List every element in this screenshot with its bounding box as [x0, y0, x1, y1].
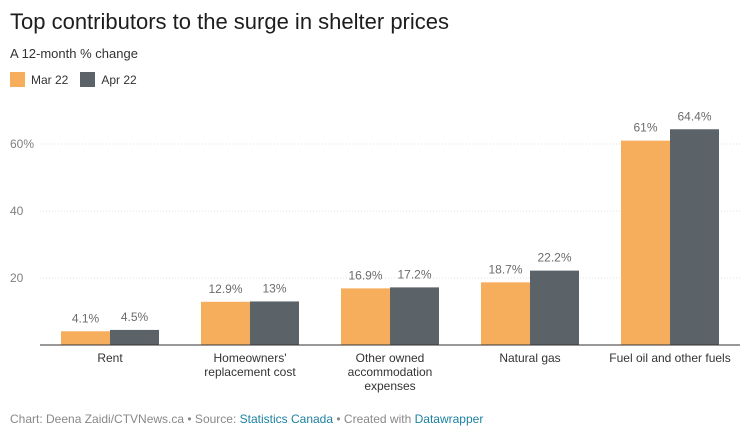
footer-credits: Chart: Deena Zaidi/CTVNews.ca • Source: …: [10, 412, 483, 426]
legend-label-mar: Mar 22: [31, 72, 69, 87]
x-tick-label: accommodation: [348, 365, 433, 379]
x-tick-label: Homeowners': [214, 351, 287, 365]
bar: [621, 140, 670, 345]
data-label: 64.4%: [677, 109, 711, 123]
chart-title: Top contributors to the surge in shelter…: [10, 9, 450, 34]
bar: [390, 287, 439, 345]
bar: [250, 301, 299, 345]
data-label: 22.2%: [537, 251, 571, 265]
x-tick-label: expenses: [364, 379, 415, 393]
x-tick-label: Other owned: [356, 351, 425, 365]
x-tick-label: replacement cost: [204, 365, 296, 379]
data-label: 13%: [262, 281, 286, 295]
y-tick-label: 60%: [10, 137, 34, 151]
y-tick-label: 20: [10, 271, 24, 285]
legend-swatch-apr: [80, 72, 96, 87]
x-tick-label: Fuel oil and other fuels: [609, 351, 730, 365]
legend-item-mar: Mar 22: [10, 72, 68, 87]
footer-prefix: Chart: Deena Zaidi/CTVNews.ca • Source:: [10, 412, 237, 426]
bar: [61, 331, 110, 345]
bar: [670, 129, 719, 345]
data-label: 12.9%: [208, 282, 242, 296]
source-link[interactable]: Statistics Canada: [239, 412, 334, 426]
data-label: 4.1%: [72, 311, 100, 325]
data-label: 61%: [633, 121, 657, 135]
datawrapper-link[interactable]: Datawrapper: [414, 412, 484, 426]
data-label: 17.2%: [397, 267, 431, 281]
legend-item-apr: Apr 22: [80, 72, 137, 87]
bar: [110, 329, 159, 345]
bar-chart: 20 40 60% 4.1% 4.5% Rent 12.9% 13% Homeowners're…: [10, 109, 740, 393]
legend-swatch-mar: [10, 72, 25, 87]
legend: Mar 22 Apr 22: [10, 72, 149, 87]
legend-label-apr: Apr 22: [101, 72, 137, 87]
y-tick-label: 40: [10, 204, 24, 218]
x-tick-label: Natural gas: [499, 351, 560, 365]
data-label: 16.9%: [348, 268, 382, 282]
bar: [201, 301, 250, 345]
x-tick-label: Rent: [97, 351, 123, 365]
bar: [481, 282, 530, 345]
data-label: 4.5%: [121, 310, 149, 324]
bar: [341, 288, 390, 345]
bar: [530, 270, 579, 345]
footer-middle: • Created with: [336, 412, 412, 426]
data-label: 18.7%: [488, 262, 522, 276]
chart-subtitle: A 12-month % change: [10, 46, 138, 61]
